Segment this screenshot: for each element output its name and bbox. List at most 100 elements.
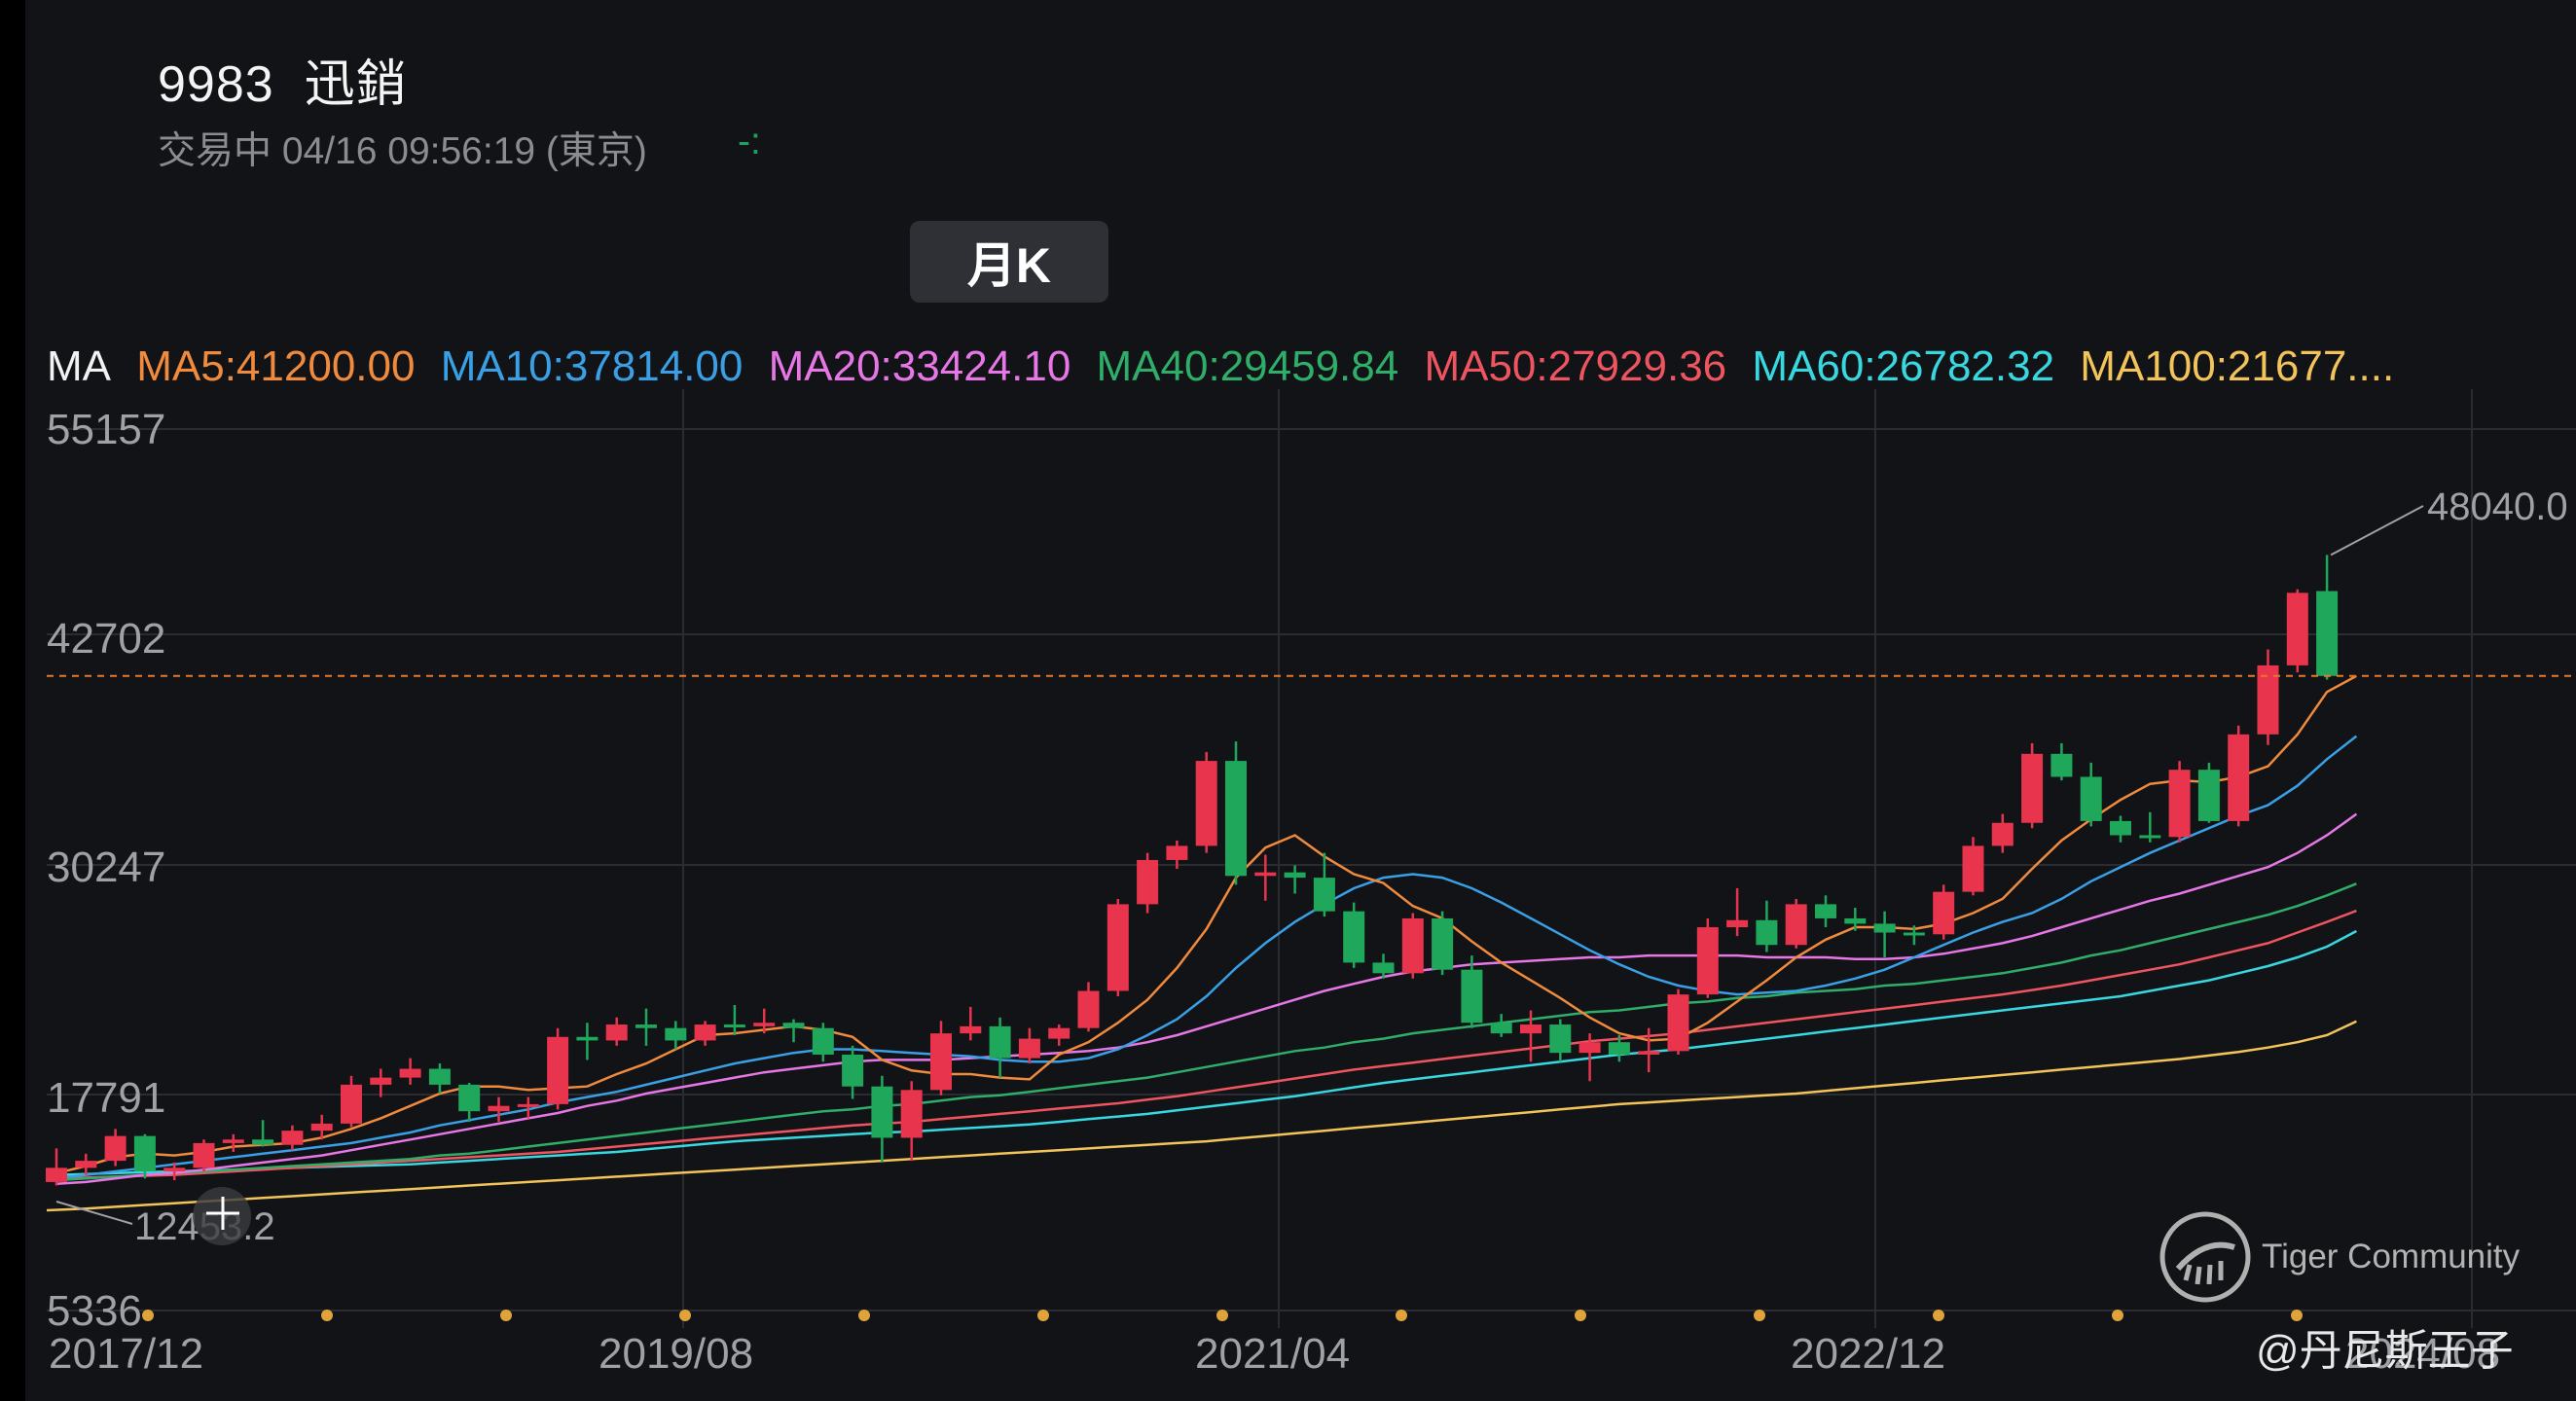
x-tick-label: 2024/08: [2345, 1330, 2500, 1378]
event-dot-marker: [858, 1310, 870, 1321]
up-candle-body: [547, 1036, 569, 1104]
x-tick-label: 2019/08: [599, 1330, 753, 1378]
up-candle-body: [1107, 904, 1129, 991]
x-tick-label: 2017/12: [49, 1330, 203, 1378]
stock-name: 迅銷: [304, 56, 408, 113]
event-dot-marker: [500, 1310, 512, 1321]
stock-title: 9983 迅銷: [158, 43, 408, 116]
ma5-line: [55, 674, 2357, 1175]
up-candle-body: [281, 1131, 304, 1145]
up-candle-body: [1048, 1027, 1070, 1039]
up-candle-body: [1520, 1024, 1542, 1034]
up-candle-body: [193, 1142, 215, 1168]
up-candle-body: [1137, 859, 1159, 905]
down-candle-body: [1549, 1024, 1572, 1054]
event-dot-marker: [2291, 1310, 2303, 1321]
event-dot-marker: [1037, 1310, 1049, 1321]
price-change: -:: [738, 121, 761, 162]
grid-lines: [47, 389, 2576, 1328]
up-candle-body: [370, 1077, 392, 1085]
down-candle-body: [133, 1135, 156, 1171]
down-candle-body: [1608, 1042, 1630, 1055]
overlay-marks: [47, 505, 2576, 1321]
x-tick-label: 2021/04: [1195, 1330, 1350, 1378]
up-candle-body: [930, 1033, 952, 1091]
event-dot-marker: [142, 1310, 154, 1321]
up-candle-body: [900, 1090, 923, 1138]
down-candle-body: [2197, 770, 2220, 821]
up-candle-body: [1696, 927, 1719, 995]
down-candle-body: [1284, 872, 1306, 879]
up-candle-body: [399, 1068, 421, 1078]
ma50-label: MA50:27929.36: [1424, 342, 1727, 390]
event-dot-marker: [321, 1310, 333, 1321]
down-candle-body: [635, 1024, 657, 1028]
down-candle-body: [576, 1036, 599, 1041]
up-candle-body: [1638, 1051, 1660, 1055]
ma-legend[interactable]: MA MA5:41200.00 MA10:37814.00 MA20:33424…: [47, 342, 2408, 391]
watermark-text: Tiger Community: [2262, 1238, 2521, 1275]
ma60-label: MA60:26782.32: [1752, 342, 2055, 390]
ma5-label: MA5:41200.00: [136, 342, 416, 390]
down-candle-body: [1873, 923, 1896, 933]
down-candle-body: [1815, 904, 1836, 918]
up-candle-body: [488, 1105, 510, 1112]
ma60-line: [55, 929, 2357, 1176]
ma40-line: [55, 882, 2357, 1182]
down-candle-body: [665, 1027, 687, 1041]
high-price-label: 48040.0: [2427, 485, 2568, 528]
down-candle-body: [2139, 835, 2161, 839]
down-candle-body: [782, 1023, 805, 1028]
down-candle-body: [1432, 917, 1454, 970]
chart-panel: [25, 0, 2576, 1401]
down-candle-body: [1461, 969, 1483, 1024]
down-candle-body: [1225, 761, 1247, 877]
down-candle-body: [1313, 878, 1335, 912]
ma10-label: MA10:37814.00: [440, 342, 744, 390]
up-candle-body: [163, 1168, 186, 1171]
event-dot-marker: [1575, 1310, 1586, 1321]
event-dot-marker: [1933, 1310, 1944, 1321]
up-candle-body: [75, 1161, 97, 1168]
event-dot-marker: [679, 1310, 691, 1321]
low-price-leader: [55, 1201, 133, 1225]
tiger-logo-icon: [2159, 1211, 2251, 1303]
up-candle-body: [46, 1168, 67, 1182]
down-candle-body: [428, 1068, 451, 1085]
ma10-line: [55, 735, 2358, 1180]
down-candle-body: [1756, 919, 1778, 946]
y-tick-label: 42702: [47, 615, 165, 663]
down-candle-body: [1372, 962, 1395, 974]
up-candle-body: [960, 1025, 982, 1034]
down-candle-body: [842, 1054, 864, 1087]
down-candle-body: [812, 1027, 834, 1055]
down-candle-body: [2050, 753, 2073, 777]
down-candle-body: [1343, 911, 1365, 963]
y-tick-label: 30247: [47, 844, 165, 891]
y-tick-label: 5336: [47, 1287, 142, 1335]
down-candle-body: [2316, 591, 2339, 676]
up-candle-body: [2168, 770, 2191, 838]
event-dot-marker: [2112, 1310, 2123, 1321]
ma50-line: [55, 909, 2357, 1180]
ma100-label: MA100:21677....: [2080, 342, 2395, 390]
down-candle-body: [871, 1086, 893, 1138]
ma40-label: MA40:29459.84: [1096, 342, 1399, 390]
up-candle-body: [605, 1024, 628, 1041]
up-candle-body: [1401, 917, 1424, 974]
up-candle-body: [1018, 1038, 1040, 1059]
down-candle-body: [458, 1084, 481, 1112]
up-candle-body: [310, 1123, 333, 1132]
y-tick-label: 55157: [47, 406, 165, 453]
x-tick-label: 2022/12: [1791, 1330, 1945, 1378]
up-candle-body: [1254, 872, 1277, 877]
up-candle-body: [1166, 845, 1188, 860]
event-dot-marker: [1216, 1310, 1228, 1321]
period-selector-button[interactable]: 月K: [910, 221, 1108, 303]
event-dot-marker: [1754, 1310, 1765, 1321]
down-candle-body: [989, 1025, 1011, 1059]
down-candle-body: [1490, 1023, 1512, 1034]
up-candle-body: [2021, 753, 2044, 823]
y-tick-label: 17791: [47, 1074, 165, 1122]
